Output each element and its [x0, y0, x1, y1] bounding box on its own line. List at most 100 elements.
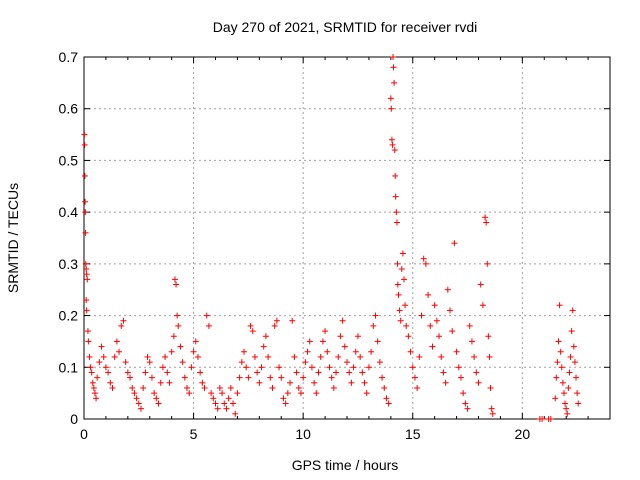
data-point: [337, 333, 344, 340]
data-point: [414, 384, 421, 391]
data-point: [564, 410, 571, 417]
data-point: [107, 379, 114, 386]
data-point: [221, 400, 228, 407]
data-point: [170, 333, 177, 340]
data-point: [391, 79, 398, 86]
data-point: [225, 395, 232, 402]
y-tick-label: 0.5: [59, 152, 79, 168]
data-point: [82, 198, 89, 205]
tick-labels: 0 5 10 15 20 0 0.1 0.2 0.3 0.4 0.5 0.6 0.7: [59, 49, 531, 442]
data-point: [269, 384, 276, 391]
data-point: [297, 390, 304, 397]
data-point: [173, 281, 180, 288]
data-point: [392, 193, 399, 200]
data-point: [111, 353, 118, 360]
data-point: [81, 131, 88, 138]
data-point: [486, 353, 493, 360]
data-point: [442, 379, 449, 386]
data-point: [87, 364, 94, 371]
data-point: [212, 400, 219, 407]
data-point: [405, 333, 412, 340]
data-point: [227, 384, 234, 391]
data-point: [251, 353, 258, 360]
data-point: [420, 255, 427, 262]
data-point: [186, 390, 193, 397]
data-point: [447, 307, 454, 314]
data-point: [359, 369, 366, 376]
data-point: [328, 374, 335, 381]
data-point: [105, 369, 112, 376]
data-point: [471, 353, 478, 360]
data-point: [466, 322, 473, 329]
data-point: [574, 390, 581, 397]
data-point: [315, 369, 322, 376]
data-point: [249, 328, 256, 335]
data-point: [354, 333, 361, 340]
data-point: [563, 405, 570, 412]
data-point: [82, 260, 89, 267]
data-point: [484, 260, 491, 267]
data-point: [210, 395, 217, 402]
data-point: [416, 353, 423, 360]
data-point: [81, 172, 88, 179]
data-point: [129, 384, 136, 391]
data-point: [457, 374, 464, 381]
data-point: [391, 147, 398, 154]
data-point: [560, 390, 567, 397]
data-point: [383, 395, 390, 402]
grid-lines: [84, 57, 610, 419]
data-point: [142, 369, 149, 376]
x-tick-label: 15: [405, 426, 421, 442]
y-axis-label: SRMTID / TECUs: [5, 183, 21, 293]
data-point: [557, 348, 564, 355]
data-point: [100, 353, 107, 360]
chart-title: Day 270 of 2021, SRMTID for receiver rvd…: [213, 19, 478, 35]
data-point: [273, 317, 280, 324]
data-point: [91, 390, 98, 397]
data-point: [208, 390, 215, 397]
data-point: [179, 359, 186, 366]
data-point: [282, 400, 289, 407]
data-point: [89, 379, 96, 386]
data-point: [181, 374, 188, 381]
data-point: [102, 364, 109, 371]
data-point: [287, 379, 294, 386]
data-point: [394, 260, 401, 267]
data-point: [475, 379, 482, 386]
data-point: [166, 379, 173, 386]
data-point: [376, 359, 383, 366]
data-point: [394, 281, 401, 288]
data-point: [174, 312, 181, 319]
data-point: [199, 379, 206, 386]
data-point: [393, 219, 400, 226]
data-point: [148, 374, 155, 381]
data-point: [464, 405, 471, 412]
data-point: [554, 359, 561, 366]
data-point: [389, 141, 396, 148]
data-point: [558, 364, 565, 371]
data-point: [425, 291, 432, 298]
data-point: [411, 374, 418, 381]
data-point: [151, 390, 158, 397]
data-point: [157, 379, 164, 386]
data-point: [427, 322, 434, 329]
data-point: [567, 353, 574, 360]
data-point: [339, 317, 346, 324]
axes: [83, 56, 611, 420]
data-point: [317, 353, 324, 360]
data-point: [223, 405, 230, 412]
y-tick-label: 0.6: [59, 101, 79, 117]
x-tick-label: 10: [295, 426, 311, 442]
data-point: [352, 348, 359, 355]
data-point: [388, 136, 395, 143]
data-point: [387, 95, 394, 102]
data-point: [137, 405, 144, 412]
data-point: [311, 379, 318, 386]
x-tick-label: 5: [190, 426, 198, 442]
data-point: [192, 338, 199, 345]
data-point: [399, 250, 406, 257]
data-point: [171, 276, 178, 283]
data-point: [240, 348, 247, 355]
data-point: [90, 384, 97, 391]
data-point: [216, 384, 223, 391]
